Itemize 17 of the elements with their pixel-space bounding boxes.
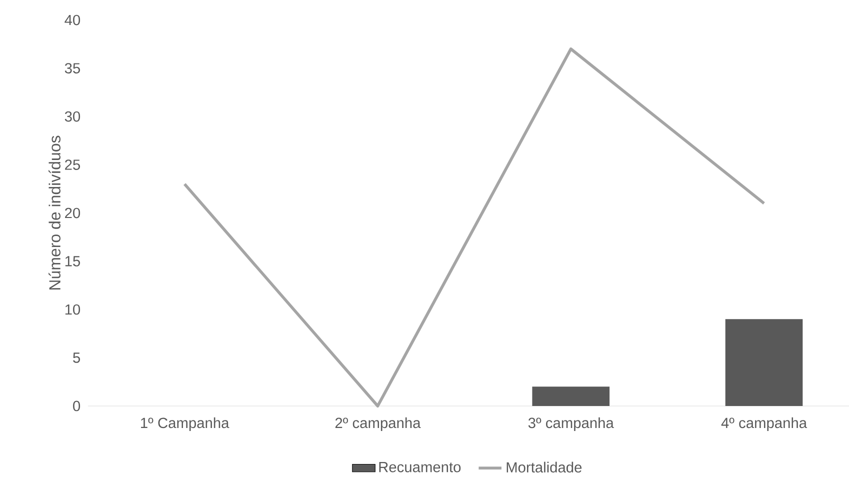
y-tick-label: 15 xyxy=(65,256,80,266)
y-tick-label: 0 xyxy=(73,400,80,412)
line-series xyxy=(183,47,766,408)
y-tick-label: 40 xyxy=(64,14,80,26)
x-tick-label: 4º campanha xyxy=(721,417,808,432)
y-tick-label: 30 xyxy=(64,111,80,122)
y-tick-label: 35 xyxy=(64,63,80,74)
x-tick-label: 2º campanha xyxy=(335,417,421,432)
x-tick-label: 3º campanha xyxy=(528,417,614,432)
y-tick-label: 20 xyxy=(65,208,80,218)
y-tick-label: 10 xyxy=(65,304,80,315)
y-tick-label: 25 xyxy=(65,160,80,170)
legend-label: Recuamento xyxy=(379,462,461,472)
x-tick-label: 1º Campanha xyxy=(141,417,230,432)
y-axis-title: Número de indivíduos xyxy=(48,136,60,290)
y-tick-label: 5 xyxy=(73,352,80,363)
legend-label: Mortalidade xyxy=(506,462,582,473)
